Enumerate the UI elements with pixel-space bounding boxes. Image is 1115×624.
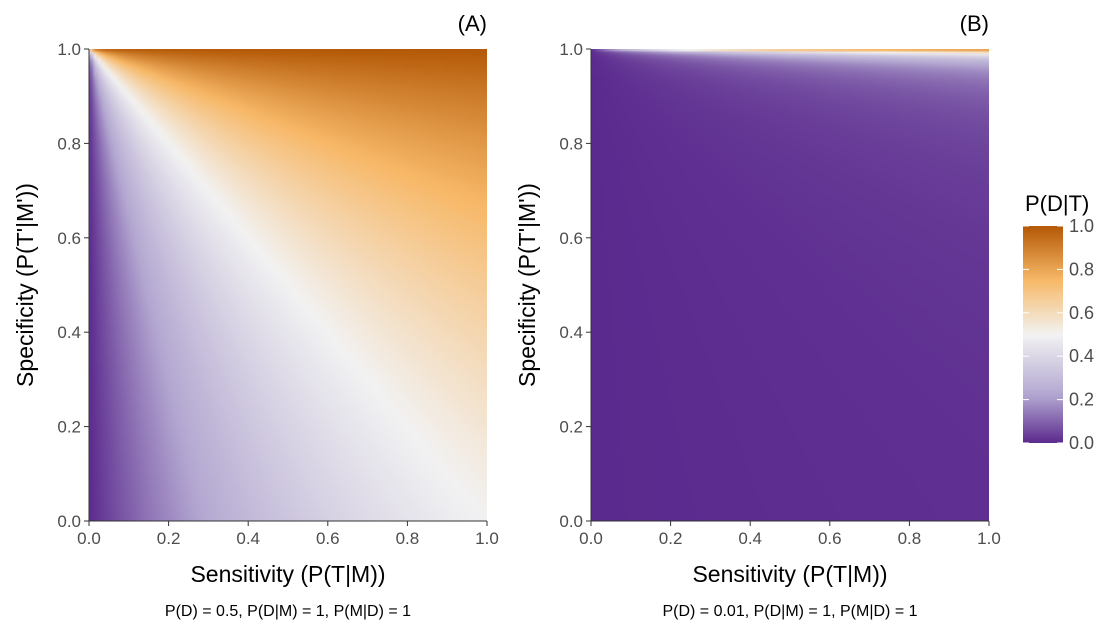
y-tick-label: 0.8 [559,134,583,153]
x-axis-title: Sensitivity (P(T|M)) [692,561,887,587]
y-tick-label: 0.2 [57,418,81,437]
y-tick-label: 0.4 [57,323,81,342]
x-tick-label: 0.8 [396,529,420,548]
x-tick-label: 0.4 [236,529,260,548]
y-tick-label: 0.2 [559,418,583,437]
panel-label: (A) [458,11,487,36]
y-axis-title: Specificity (P(T'|M')) [12,183,38,387]
x-tick-label: 0.8 [898,529,922,548]
panel-a: 0.0 0.2 0.4 0.6 0.8 1.0 0.0 0.2 0.4 0.6 0.8 1.0 Sens… [12,11,499,620]
legend-tick-label: 1.0 [1069,216,1094,236]
x-tick-label: 0.0 [579,529,603,548]
y-tick-label: 1.0 [559,40,583,59]
y-axis-title: Specificity (P(T'|M')) [514,183,540,387]
panel-caption: P(D) = 0.5, P(D|M) = 1, P(M|D) = 1 [165,603,411,620]
x-tick-label: 1.0 [475,529,499,548]
legend-tick-label: 0.0 [1069,433,1094,453]
legend-tick-label: 0.8 [1069,259,1094,279]
panel-b: 0.0 0.2 0.4 0.6 0.8 1.0 0.0 0.2 0.4 0.6 0.8 1.0 Sens… [514,11,1001,620]
panel-label: (B) [960,11,989,36]
x-tick-label: 0.2 [157,529,181,548]
legend-tick-label: 0.6 [1069,303,1094,323]
legend-tick-label: 0.2 [1069,390,1094,410]
x-axis-title: Sensitivity (P(T|M)) [190,561,385,587]
legend-colorbar [1023,226,1063,443]
y-tick-label: 0.4 [559,323,583,342]
y-tick-label: 0.0 [559,512,583,531]
y-tick-label: 0.8 [57,134,81,153]
y-tick-label: 0.0 [57,512,81,531]
y-tick-label: 0.6 [559,229,583,248]
legend-title: P(D|T) [1025,191,1089,216]
x-tick-label: 0.6 [818,529,842,548]
y-tick-label: 0.6 [57,229,81,248]
x-tick-label: 0.0 [77,529,101,548]
x-tick-label: 0.4 [738,529,762,548]
x-tick-label: 0.6 [316,529,340,548]
legend-tick-label: 0.4 [1069,346,1094,366]
heatmap-raster [89,49,487,521]
heatmap-raster [591,49,989,521]
x-tick-label: 0.2 [659,529,683,548]
y-tick-label: 1.0 [57,40,81,59]
panel-caption: P(D) = 0.01, P(D|M) = 1, P(M|D) = 1 [662,603,917,620]
x-tick-label: 1.0 [977,529,1001,548]
legend: P(D|T)1.0 0.8 0.6 0.4 0.2 0.0 [1023,191,1094,453]
